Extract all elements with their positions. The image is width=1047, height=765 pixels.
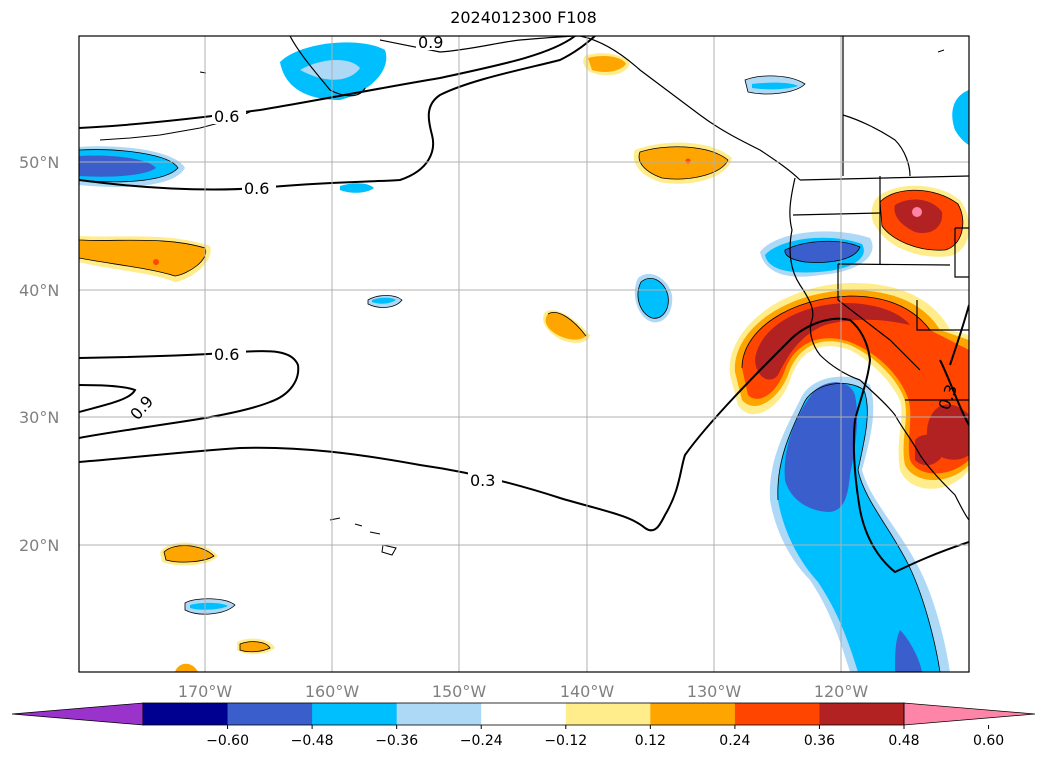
contour-label: 0.3 [470,471,495,490]
colorbar-segment [227,703,313,725]
lon-tick-label: 160°W [305,682,360,701]
lon-tick-label: 170°W [178,682,233,701]
colorbar-tick-label: −0.24 [460,733,503,749]
colorbar-tick-label: 0.24 [719,733,750,749]
colorbar-segment [734,703,820,725]
lon-tick-label: 150°W [432,682,487,701]
colorbar-tick-label: −0.48 [291,733,334,749]
coastlines [289,36,969,521]
colorbar-tick-label: −0.12 [544,733,587,749]
colorbar-segment [819,703,905,725]
contour-label: 0.6 [244,179,269,198]
colorbar-tick-label: 0.60 [973,733,1004,749]
lon-tick-label: 130°W [687,682,742,701]
contour-lines [79,36,969,574]
map-panel: 0.6 0.6 0.6 0.9 0.9 0.3 0.3 [79,33,969,672]
colorbar-segment [650,703,736,725]
map-title: 2024012300 F108 [450,8,597,27]
contour-label: 0.6 [214,345,239,364]
lon-tick-label: 120°W [814,682,869,701]
colorbar-segment [396,703,482,725]
lat-tick-label: 30°N [19,408,59,427]
colorbar-tick-label: 0.48 [888,733,919,749]
colorbar-segment [143,703,229,725]
colorbar-extend-high [903,702,1036,726]
lon-axis: 170°W 160°W 150°W 140°W 130°W 120°W [178,682,869,701]
colorbar-tick-label: 0.12 [635,733,666,749]
colorbar-frame [142,702,905,726]
colorbar: −0.60 −0.48 −0.36 −0.24 −0.12 0.12 0.24 0.36 0.4… [11,702,1036,749]
contour-label: 0.9 [418,33,443,52]
colorbar-segment [481,703,567,725]
colorbar-tick-label: −0.36 [375,733,418,749]
lat-tick-label: 50°N [19,153,59,172]
contour-label: 0.6 [214,107,239,126]
map-frame [78,35,970,673]
anomaly-fill [79,42,969,672]
colorbar-tick-label: −0.60 [206,733,249,749]
colorbar-tick-label: 0.36 [804,733,835,749]
lat-axis: 20°N 30°N 40°N 50°N [19,153,59,555]
lon-tick-label: 140°W [560,682,615,701]
gridlines [79,36,969,672]
colorbar-segment [312,703,398,725]
lat-tick-label: 20°N [19,536,59,555]
lat-tick-label: 40°N [19,281,59,300]
contour-labels: 0.6 0.6 0.6 0.9 0.9 0.3 0.3 [126,33,961,490]
colorbar-segment [565,703,651,725]
colorbar-extend-low [11,702,144,726]
